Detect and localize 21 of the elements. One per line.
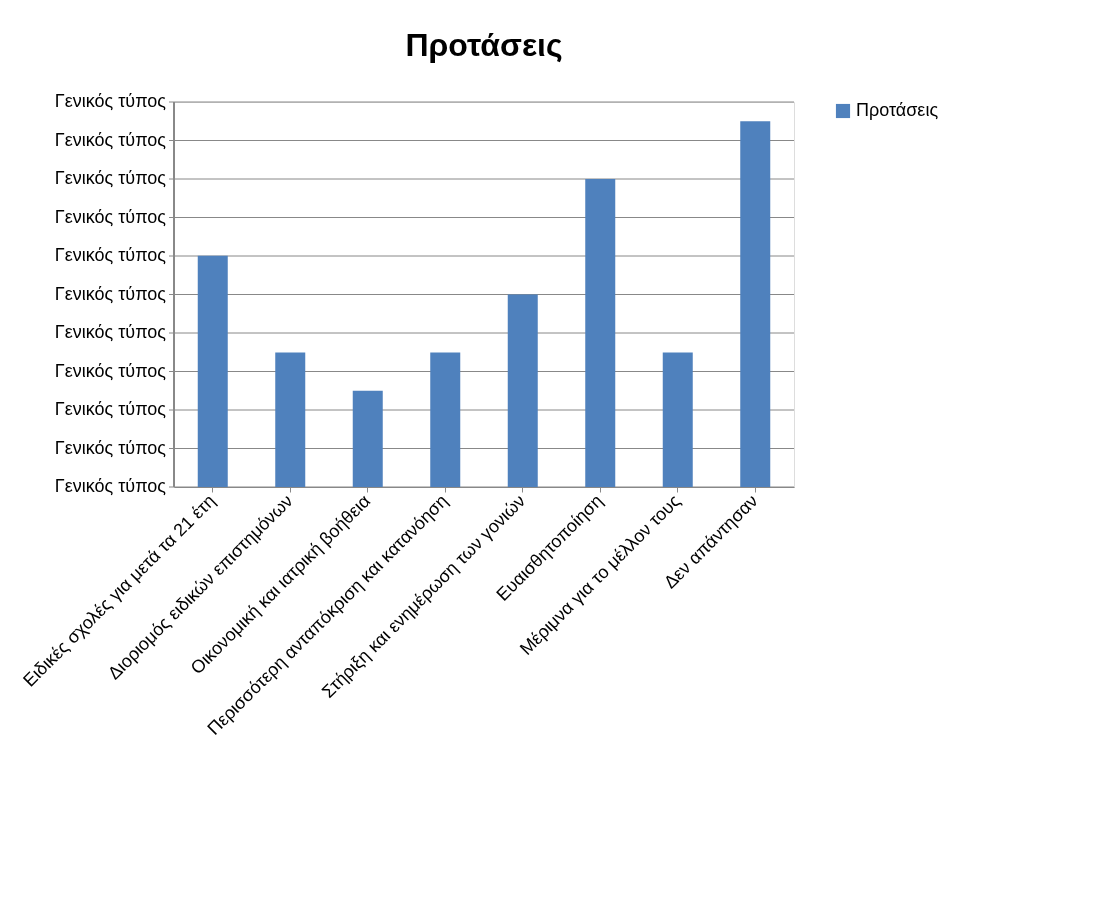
text: Γενικός τύπος bbox=[54, 245, 167, 265]
bar bbox=[740, 121, 771, 487]
bar bbox=[197, 255, 228, 487]
text: Γενικός τύπος bbox=[54, 206, 167, 227]
legend-label: Προτάσεις bbox=[856, 100, 939, 120]
text: Γενικός τύπος bbox=[54, 91, 167, 111]
text: Γενικός τύπος bbox=[54, 129, 167, 150]
bar bbox=[662, 352, 693, 487]
bar bbox=[585, 179, 616, 487]
bar bbox=[430, 352, 461, 487]
bar bbox=[352, 390, 383, 487]
text: Γενικός τύπος bbox=[54, 360, 167, 381]
text: Γενικός τύπος bbox=[54, 322, 167, 342]
bar bbox=[275, 352, 306, 487]
bar bbox=[507, 294, 538, 487]
text: Γενικός τύπος bbox=[54, 399, 167, 419]
text: Γενικός τύπος bbox=[54, 168, 167, 188]
text: Γενικός τύπος bbox=[54, 283, 167, 304]
text: Γενικός τύπος bbox=[54, 437, 167, 458]
chart-title: Προτάσεις bbox=[405, 27, 563, 63]
text: Γενικός τύπος bbox=[54, 476, 167, 496]
